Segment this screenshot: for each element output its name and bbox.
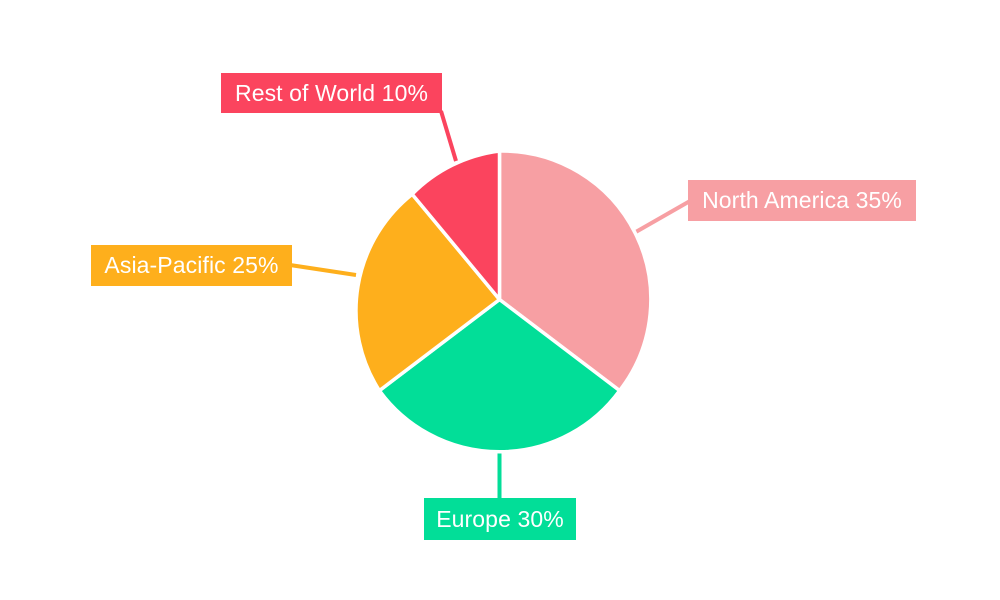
- leader-line-asia-pacific: [289, 263, 357, 277]
- pie-slice-asia-pacific[interactable]: [354, 192, 502, 393]
- pie-slice-europe[interactable]: [377, 297, 622, 454]
- pie-label-north-america[interactable]: North America 35%: [688, 180, 916, 221]
- leader-lines: [289, 110, 691, 500]
- pie-slice-north-america[interactable]: [497, 149, 653, 393]
- leader-line-north-america: [633, 199, 691, 235]
- pie-label-rest-of-world[interactable]: Rest of World 10%: [221, 73, 442, 113]
- pie-slice-rest-of-world[interactable]: [410, 149, 502, 302]
- leader-line-rest-of-world: [439, 110, 458, 162]
- pie-label-europe[interactable]: Europe 30%: [424, 498, 576, 540]
- pie-label-asia-pacific[interactable]: Asia-Pacific 25%: [91, 245, 292, 286]
- pie-slices: [354, 149, 653, 454]
